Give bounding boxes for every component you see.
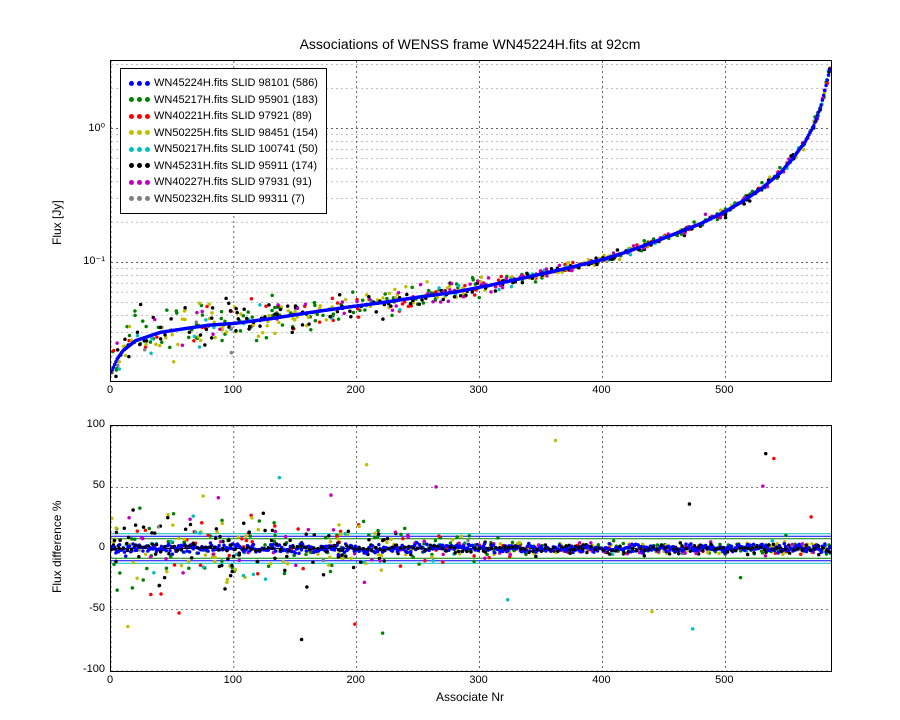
legend-label: WN45231H.fits SLID 95911 (174): [154, 158, 317, 175]
legend-marker: [129, 147, 150, 152]
xtick-label: 0: [95, 674, 125, 686]
legend-entry: WN40221H.fits SLID 97921 (89): [129, 108, 318, 125]
xtick-label: 400: [586, 674, 616, 686]
legend-label: WN50217H.fits SLID 100741 (50): [154, 141, 318, 158]
legend-label: WN40227H.fits SLID 97931 (91): [154, 174, 312, 191]
xtick-label: 500: [709, 674, 739, 686]
ytick-label: 100: [65, 418, 105, 430]
legend-entry: WN45224H.fits SLID 98101 (586): [129, 75, 318, 92]
ytick-label: 10⁰: [65, 121, 105, 134]
legend-label: WN45217H.fits SLID 95901 (183): [154, 92, 318, 109]
legend-entry: WN50225H.fits SLID 98451 (154): [129, 125, 318, 142]
legend-marker: [129, 81, 150, 86]
ytick-label: 50: [65, 479, 105, 491]
legend-entry: WN40227H.fits SLID 97931 (91): [129, 174, 318, 191]
legend-label: WN50232H.fits SLID 99311 (7): [154, 191, 305, 208]
legend-marker: [129, 97, 150, 102]
legend-marker: [129, 114, 150, 119]
fluxdiff-scatter-plot: [110, 425, 832, 672]
xtick-label: 0: [95, 384, 125, 396]
fluxdiff-ylabel: Flux difference %: [50, 500, 64, 593]
xtick-label: 500: [709, 384, 739, 396]
xtick-label: 300: [464, 674, 494, 686]
xtick-label: 200: [341, 384, 371, 396]
legend-label: WN45224H.fits SLID 98101 (586): [154, 75, 318, 92]
ytick-label: 10⁻¹: [65, 254, 105, 267]
legend-label: WN50225H.fits SLID 98451 (154): [154, 125, 318, 142]
ytick-label: -50: [65, 602, 105, 614]
flux-ylabel: Flux [Jy]: [50, 200, 64, 245]
ytick-label: 0: [65, 541, 105, 553]
figure-title: Associations of WENSS frame WN45224H.fit…: [110, 36, 830, 52]
legend: WN45224H.fits SLID 98101 (586)WN45217H.f…: [120, 68, 327, 214]
legend-entry: WN50217H.fits SLID 100741 (50): [129, 141, 318, 158]
xtick-label: 400: [586, 384, 616, 396]
legend-entry: WN45231H.fits SLID 95911 (174): [129, 158, 318, 175]
figure-container: Associations of WENSS frame WN45224H.fit…: [0, 0, 900, 720]
xtick-label: 100: [218, 674, 248, 686]
ytick-label: -100: [65, 663, 105, 675]
legend-marker: [129, 196, 150, 201]
legend-marker: [129, 163, 150, 168]
legend-marker: [129, 180, 150, 185]
legend-entry: WN45217H.fits SLID 95901 (183): [129, 92, 318, 109]
legend-marker: [129, 130, 150, 135]
xtick-label: 300: [464, 384, 494, 396]
xtick-label: 200: [341, 674, 371, 686]
legend-label: WN40221H.fits SLID 97921 (89): [154, 108, 312, 125]
legend-entry: WN50232H.fits SLID 99311 (7): [129, 191, 318, 208]
xtick-label: 100: [218, 384, 248, 396]
xlabel: Associate Nr: [110, 690, 830, 704]
